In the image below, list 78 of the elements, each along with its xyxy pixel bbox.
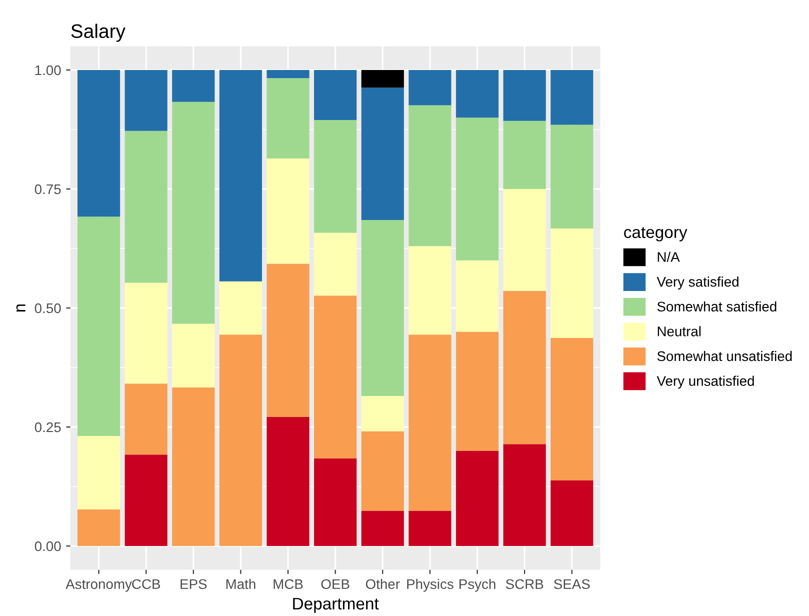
x-axis-title: Department	[293, 598, 379, 613]
bar	[456, 118, 499, 260]
bar	[172, 102, 215, 324]
x-tick-label: CCB	[132, 579, 160, 590]
bar	[172, 70, 215, 102]
x-tick-label: MCB	[274, 579, 303, 590]
bar	[172, 324, 215, 388]
bar	[124, 282, 168, 384]
y-tick-label: 0.00	[34, 541, 61, 552]
bar	[503, 70, 546, 121]
x-tick-label: OEB	[321, 579, 350, 590]
bar	[550, 228, 594, 338]
bar	[456, 260, 499, 332]
y-axis-title: n	[16, 304, 26, 312]
bar	[266, 158, 310, 264]
x-tick-label: EPS	[180, 579, 207, 590]
chart-title: Salary	[71, 24, 126, 42]
bar	[77, 509, 120, 546]
bar	[219, 70, 262, 282]
bar	[408, 510, 452, 546]
legend-label: Very satisfied	[656, 276, 738, 290]
legend-title: category	[624, 227, 688, 242]
bar	[550, 480, 594, 546]
y-tick-label: 0.75	[34, 184, 61, 194]
bar	[361, 431, 404, 511]
bar	[408, 246, 452, 335]
bar	[124, 384, 168, 455]
bar	[456, 450, 499, 546]
bar	[456, 70, 499, 118]
bar	[408, 105, 452, 246]
bar	[550, 70, 594, 125]
bar	[266, 70, 310, 78]
bar	[266, 78, 310, 159]
x-tick-label: Astronomy	[66, 579, 132, 592]
bar	[361, 88, 404, 220]
bar	[172, 387, 215, 546]
bar	[314, 120, 357, 233]
x-tick-label: Other	[366, 578, 400, 590]
bar	[361, 510, 404, 546]
bar	[219, 281, 262, 335]
bar	[408, 70, 452, 106]
bar	[314, 232, 357, 296]
bar	[314, 70, 357, 120]
x-tick-label: Physics	[407, 578, 454, 592]
y-tick-label: 0.50	[34, 303, 61, 314]
legend-label: Somewhat unsatisfied	[657, 350, 792, 362]
x-tick-label: Math	[226, 578, 256, 590]
legend-label: Somewhat satisfied	[657, 301, 776, 312]
y-tick-label: 1.00	[35, 65, 61, 76]
bar	[361, 396, 404, 432]
bar	[503, 120, 546, 189]
bar	[361, 70, 404, 88]
x-tick-label: SEAS	[554, 579, 590, 590]
bar	[408, 334, 452, 511]
bar	[219, 334, 262, 546]
x-tick-label: SCRB	[506, 579, 544, 590]
x-tick-label: Psych	[459, 578, 496, 592]
bar	[124, 130, 168, 283]
legend-label: N/A	[658, 252, 680, 262]
legend-label: Neutral	[658, 326, 701, 336]
bar	[266, 264, 310, 418]
bar	[314, 296, 357, 458]
legend-label: Very unsatisfied	[656, 376, 754, 389]
bar	[77, 216, 120, 436]
bar	[550, 124, 594, 229]
bar	[124, 70, 168, 131]
bar	[456, 332, 499, 451]
bar	[361, 220, 404, 396]
bar	[124, 454, 168, 546]
bar	[77, 70, 120, 217]
bar	[77, 436, 120, 510]
bar	[314, 458, 357, 546]
y-tick-label: 0.25	[34, 422, 61, 432]
bar	[503, 444, 546, 546]
bar	[266, 417, 310, 546]
bar	[503, 189, 546, 291]
bar	[550, 338, 594, 480]
bar	[503, 290, 546, 444]
